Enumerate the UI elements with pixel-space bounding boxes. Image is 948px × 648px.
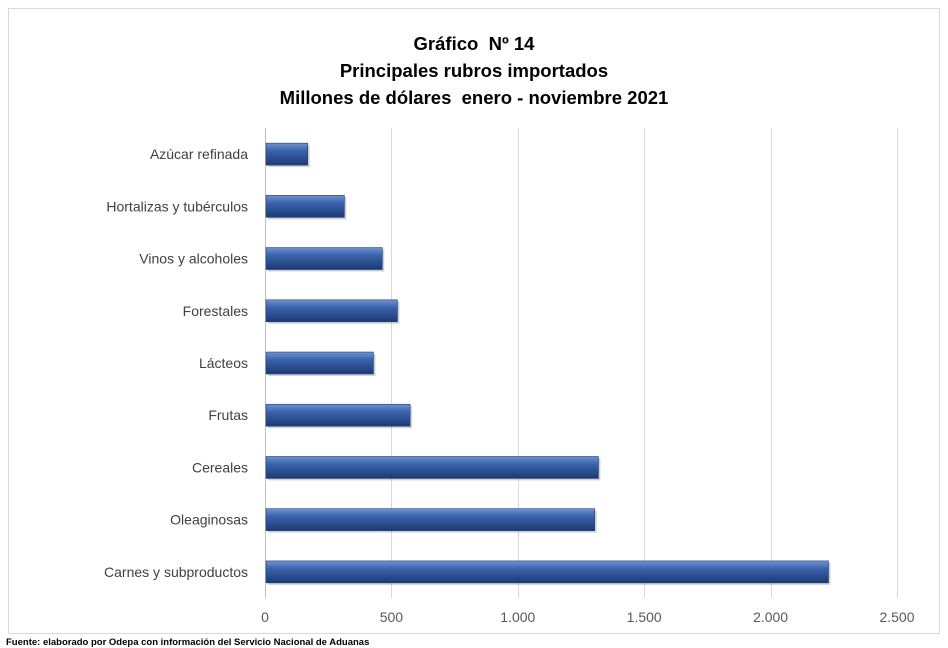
bar [265, 299, 398, 323]
category-label: Carnes y subproductos [104, 564, 248, 580]
category-label: Frutas [208, 407, 248, 423]
bars [265, 142, 831, 585]
category-label: Lácteos [199, 355, 248, 371]
bar [265, 508, 595, 531]
chart-title-line-1: Gráfico Nº 14 [413, 33, 535, 54]
chart-title: Gráfico Nº 14 Principales rubros importa… [0, 30, 948, 111]
source-note: Fuente: elaborado por Odepa con informac… [6, 637, 370, 648]
bar [265, 247, 383, 270]
x-tick-label: 2.500 [879, 609, 914, 625]
x-tick-label: 0 [261, 609, 269, 625]
bar [265, 456, 599, 479]
category-label: Hortalizas y tubérculos [106, 198, 248, 214]
x-tick-labels: 0 500 1.000 1.500 2.000 2.500 [261, 609, 915, 625]
category-label: Azúcar refinada [150, 146, 248, 162]
chart-title-line-3: Millones de dólares enero - noviembre 20… [279, 87, 669, 108]
chart-title-line-2: Principales rubros importados [339, 60, 609, 81]
bar [265, 195, 345, 218]
bar [265, 142, 309, 166]
x-tick-label: 2.000 [753, 609, 788, 625]
bar [265, 351, 374, 375]
category-label: Vinos y alcoholes [139, 251, 248, 267]
x-tick-label: 1.000 [500, 609, 535, 625]
category-label: Cereales [192, 459, 248, 475]
bar [265, 403, 411, 427]
x-tick-label: 1.500 [627, 609, 662, 625]
category-label: Forestales [183, 303, 248, 319]
category-labels: Carnes y subproductos Oleaginosas Cereales… [104, 146, 248, 580]
category-label: Oleaginosas [170, 512, 248, 528]
x-tick-label: 500 [380, 609, 404, 625]
bar [265, 560, 829, 584]
